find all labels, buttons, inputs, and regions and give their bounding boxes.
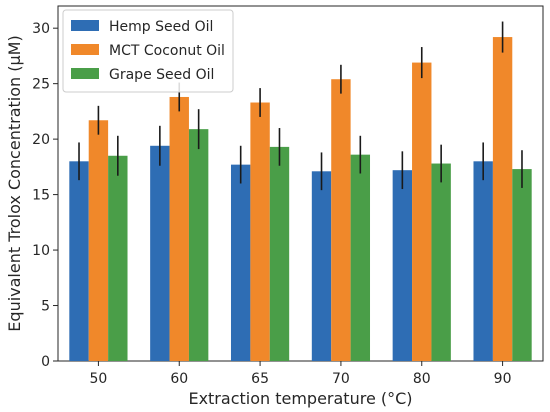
x-tick-label: 50 <box>90 371 108 387</box>
legend-swatch <box>71 68 99 79</box>
bar-grape-seed-oil-80 <box>431 163 451 361</box>
plot-frame <box>57 5 544 362</box>
bar-mct-coconut-oil-80 <box>412 62 432 361</box>
bar-mct-coconut-oil-90 <box>492 37 513 361</box>
bar-grape-seed-oil-70 <box>350 154 371 361</box>
error-bar-group <box>78 21 523 191</box>
y-tick-label: 20 <box>32 132 50 148</box>
bar-grape-seed-oil-50 <box>108 155 128 361</box>
legend: Hemp Seed Oil MCT Coconut Oil Grape Seed O… <box>62 9 234 93</box>
legend-label: Grape Seed Oil <box>109 67 214 83</box>
x-tick-label: 70 <box>332 371 350 387</box>
bar-grape-seed-oil-65 <box>269 146 290 361</box>
legend-label: MCT Coconut Oil <box>109 43 225 59</box>
y-tick-label: 30 <box>32 21 50 37</box>
bar-mct-coconut-oil-50 <box>88 120 109 361</box>
x-axis: 50 60 65 70 80 90 <box>90 361 512 387</box>
bar-hemp-seed-oil-90 <box>473 161 493 361</box>
y-axis-label: Equivalent Trolox Concentration (μM) <box>5 35 24 331</box>
legend-frame <box>62 9 234 93</box>
x-tick-label: 65 <box>251 371 269 387</box>
x-tick-label: 60 <box>170 371 188 387</box>
y-tick-label: 25 <box>32 77 50 93</box>
bar-series-group <box>69 37 532 361</box>
x-axis-label: Extraction temperature (°C) <box>188 389 412 408</box>
bar-hemp-seed-oil-70 <box>311 171 332 361</box>
bar-hemp-seed-oil-65 <box>230 164 251 361</box>
bar-mct-coconut-oil-65 <box>250 102 270 361</box>
bar-grape-seed-oil-90 <box>512 169 532 361</box>
legend-swatch <box>71 20 99 31</box>
legend-label: Hemp Seed Oil <box>109 19 213 35</box>
y-tick-label: 10 <box>32 243 50 259</box>
legend-swatch <box>71 44 99 55</box>
y-axis: 0 5 10 15 20 25 30 <box>32 21 58 370</box>
y-tick-label: 0 <box>41 354 50 370</box>
bar-grape-seed-oil-60 <box>188 129 209 361</box>
bar-mct-coconut-oil-60 <box>169 96 189 361</box>
y-tick-label: 5 <box>41 299 50 315</box>
bar-hemp-seed-oil-50 <box>69 161 89 361</box>
bar-hemp-seed-oil-60 <box>150 145 170 361</box>
bar-hemp-seed-oil-80 <box>392 170 413 361</box>
x-tick-label: 80 <box>413 371 431 387</box>
x-tick-label: 90 <box>494 371 512 387</box>
bar-mct-coconut-oil-70 <box>331 79 351 361</box>
y-tick-label: 15 <box>32 188 50 204</box>
